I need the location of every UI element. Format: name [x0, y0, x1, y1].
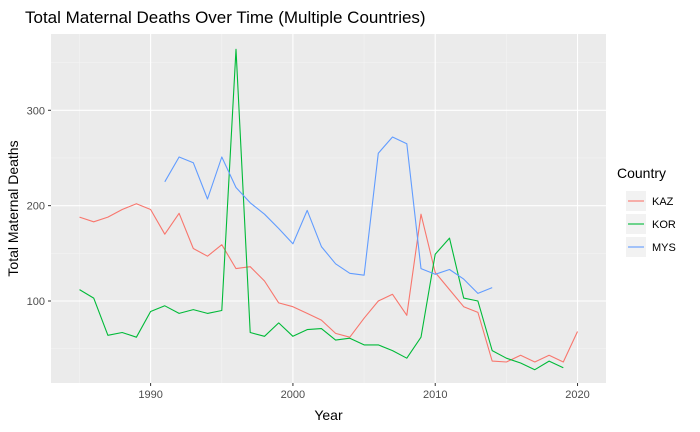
- legend-label-mys: MYS: [652, 242, 676, 254]
- major-gridlines: [51, 34, 606, 383]
- y-axis-title: Total Maternal Deaths: [5, 140, 21, 276]
- legend-label-kaz: KAZ: [652, 196, 674, 208]
- x-axis-title: Year: [314, 407, 343, 423]
- legend: Country KAZ KOR MYS: [617, 165, 676, 257]
- legend-title: Country: [617, 165, 666, 181]
- plot-panel: [51, 34, 606, 383]
- y-tick-label: 300: [27, 105, 45, 117]
- x-tick-label: 2000: [281, 389, 305, 401]
- x-tick-label: 1990: [138, 389, 162, 401]
- y-axis: 100 200 300: [27, 105, 51, 308]
- y-tick-label: 100: [27, 296, 45, 308]
- minor-gridlines: [51, 34, 606, 383]
- legend-label-kor: KOR: [652, 219, 676, 231]
- chart-title: Total Maternal Deaths Over Time (Multipl…: [25, 8, 426, 27]
- x-axis: 1990 2000 2010 2020: [138, 383, 590, 401]
- series-line-kaz: [79, 203, 578, 363]
- series-line-kor: [79, 48, 564, 371]
- x-tick-label: 2010: [423, 389, 447, 401]
- series-line-mys: [164, 136, 493, 294]
- x-tick-label: 2020: [565, 389, 589, 401]
- y-tick-label: 200: [27, 201, 45, 213]
- series-lines: [79, 48, 578, 371]
